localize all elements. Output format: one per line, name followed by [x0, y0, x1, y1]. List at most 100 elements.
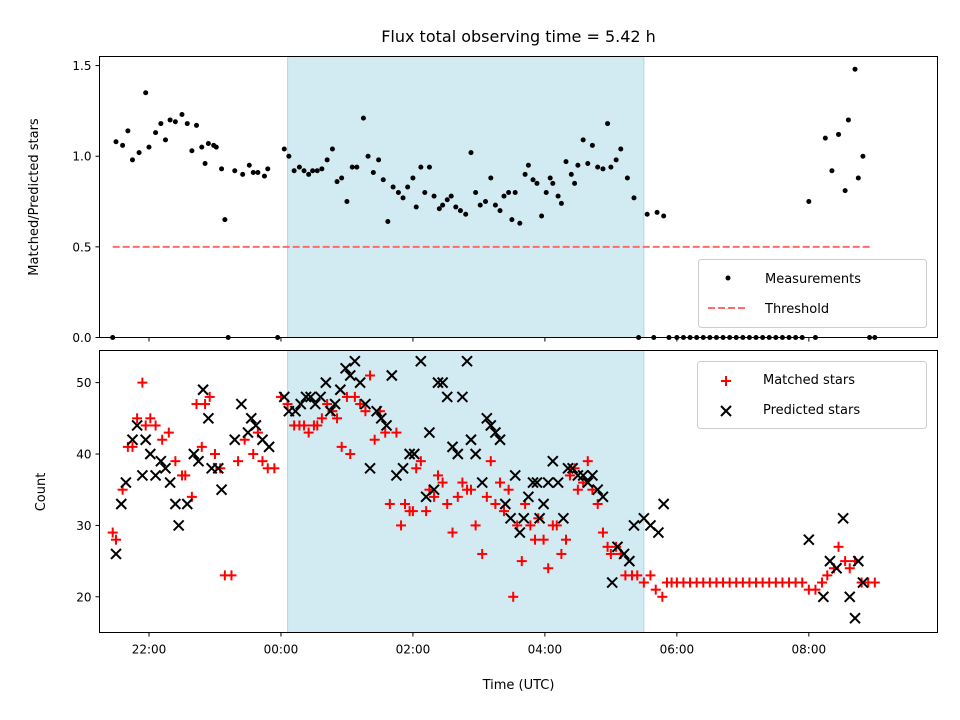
predicted-star-point — [652, 526, 665, 539]
predicted-star-point — [577, 469, 589, 482]
measurement-point — [291, 168, 297, 174]
matched-star-point — [592, 498, 603, 509]
measurement-point — [129, 157, 135, 163]
matched-star-point — [602, 541, 613, 552]
predicted-star-point — [344, 369, 356, 382]
matched-star-point — [150, 420, 161, 431]
measurement-point — [296, 164, 302, 170]
predicted-star-point — [159, 462, 172, 475]
bottom-legend: Matched stars Predicted stars — [697, 361, 927, 429]
bottom-axes-frame — [99, 350, 938, 633]
measurement-point — [376, 157, 382, 163]
measurement-point — [250, 170, 256, 176]
matched-star-point — [869, 577, 880, 588]
predicted-star-point — [120, 476, 132, 489]
predicted-star-point — [423, 426, 436, 439]
matched-star-point — [485, 456, 496, 467]
measurement-point — [360, 115, 366, 121]
measurement-point — [806, 199, 812, 205]
predicted-star-point — [309, 398, 321, 410]
measurement-point — [125, 128, 131, 134]
matched-star-point — [508, 591, 519, 602]
predicted-star-point — [582, 476, 594, 489]
measurement-point — [829, 168, 835, 174]
predicted-star-point — [359, 398, 372, 410]
predicted-star-point — [403, 448, 416, 460]
matched-star-point — [632, 570, 643, 581]
measurement-point — [436, 206, 442, 212]
measurement-point — [405, 184, 411, 190]
predicted-star-point — [623, 555, 636, 567]
predicted-star-point — [531, 476, 543, 489]
x-tick-label: 02:00 — [396, 643, 431, 657]
matched-star-point — [561, 534, 572, 545]
measurement-point — [585, 160, 591, 166]
measurement-point — [836, 131, 842, 137]
predicted-star-point — [110, 548, 122, 560]
matched-star-point — [498, 506, 509, 517]
measurement-point — [344, 199, 350, 205]
predicted-star-point — [397, 462, 409, 475]
predicted-star-point — [329, 398, 341, 410]
measurement-point — [158, 121, 164, 127]
measurement-point — [143, 90, 149, 96]
measurement-point — [413, 204, 419, 210]
measurement-point — [501, 193, 507, 199]
measurement-point — [113, 139, 119, 145]
measurement-point — [431, 193, 437, 199]
matched-star-point — [597, 527, 608, 538]
measurement-point — [563, 159, 569, 165]
measurement-point — [410, 175, 416, 181]
measurement-point — [385, 218, 391, 224]
measurement-point — [314, 168, 320, 174]
measurement-point — [473, 189, 479, 195]
measurement-point — [213, 144, 219, 150]
predicted-star-point — [476, 476, 488, 489]
matched-star-point — [226, 570, 237, 581]
predicted-star-point — [562, 462, 574, 475]
measurement-point — [483, 199, 489, 205]
matched-star-point — [415, 456, 426, 467]
measurement-point — [339, 175, 345, 181]
measurement-point — [179, 112, 185, 118]
measurement-point — [390, 184, 396, 190]
measurement-point — [555, 193, 561, 199]
measurement-point — [530, 177, 536, 183]
measurement-point — [492, 202, 498, 208]
matched-star-point — [407, 506, 418, 517]
predicted-star-point — [295, 398, 307, 410]
measurement-point — [301, 168, 307, 174]
matched-star-point — [490, 498, 501, 509]
predicted-star-point — [597, 491, 609, 503]
predicted-star-point — [606, 576, 618, 589]
predicted-star-point — [485, 419, 497, 432]
matched-star-point — [349, 391, 360, 402]
measurement-point — [422, 189, 428, 195]
measurement-point — [512, 189, 518, 195]
matched-star-point — [380, 427, 391, 438]
legend-matched-label: Matched stars — [763, 373, 855, 388]
measurement-point — [162, 137, 168, 143]
matched-star-point — [384, 498, 395, 509]
measurement-point — [539, 213, 545, 219]
measurement-point — [172, 119, 178, 125]
matched-star-point — [170, 456, 181, 467]
measurement-point — [281, 146, 287, 152]
measurement-point — [395, 189, 401, 195]
measurement-point — [246, 162, 252, 168]
matched-star-point — [437, 477, 448, 488]
predicted-star-point — [518, 512, 530, 524]
measurement-point — [329, 146, 335, 152]
matched-star-point — [503, 484, 514, 495]
matched-star-point — [429, 491, 440, 502]
predicted-star-point — [131, 419, 143, 432]
measurement-point — [860, 153, 866, 159]
matched-star-point — [657, 591, 668, 602]
measurement-point — [624, 175, 630, 181]
predicted-star-point — [155, 455, 167, 467]
x-axis-label: Time (UTC) — [482, 678, 555, 693]
predicted-star-point — [136, 469, 149, 482]
matched-star-point — [345, 449, 356, 460]
measurement-point — [600, 166, 606, 172]
legend-predicted-label: Predicted stars — [763, 403, 860, 418]
